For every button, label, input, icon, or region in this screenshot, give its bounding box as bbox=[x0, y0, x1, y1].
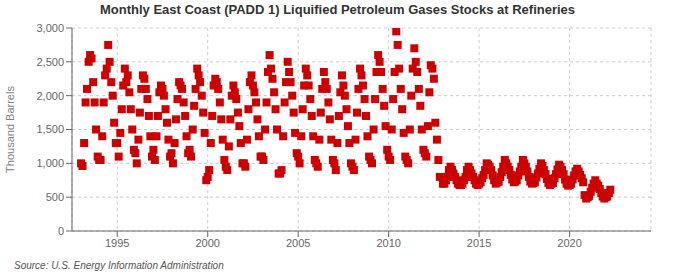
svg-text:1995: 1995 bbox=[105, 237, 129, 249]
svg-text:0: 0 bbox=[58, 225, 64, 237]
svg-text:2020: 2020 bbox=[557, 237, 581, 249]
svg-text:1,500: 1,500 bbox=[36, 123, 64, 135]
svg-text:2,500: 2,500 bbox=[36, 56, 64, 68]
html-text:Monthly East Coast (PADD 1) Li: Monthly East Coast (PADD 1) Liquified Pe… bbox=[100, 2, 575, 17]
svg-text:2005: 2005 bbox=[286, 237, 310, 249]
svg-text:2015: 2015 bbox=[467, 237, 491, 249]
svg-text:2,000: 2,000 bbox=[36, 90, 64, 102]
html-text:Source: U.S. Energy Informatio: Source: U.S. Energy Information Administ… bbox=[14, 260, 224, 271]
svg-text:3,000: 3,000 bbox=[36, 22, 64, 34]
svg-text:2000: 2000 bbox=[195, 237, 219, 249]
svg-text:2010: 2010 bbox=[376, 237, 400, 249]
svg-text:1,000: 1,000 bbox=[36, 157, 64, 169]
svg-text:500: 500 bbox=[46, 191, 64, 203]
svg-text:Thousand Barrels: Thousand Barrels bbox=[4, 86, 16, 173]
